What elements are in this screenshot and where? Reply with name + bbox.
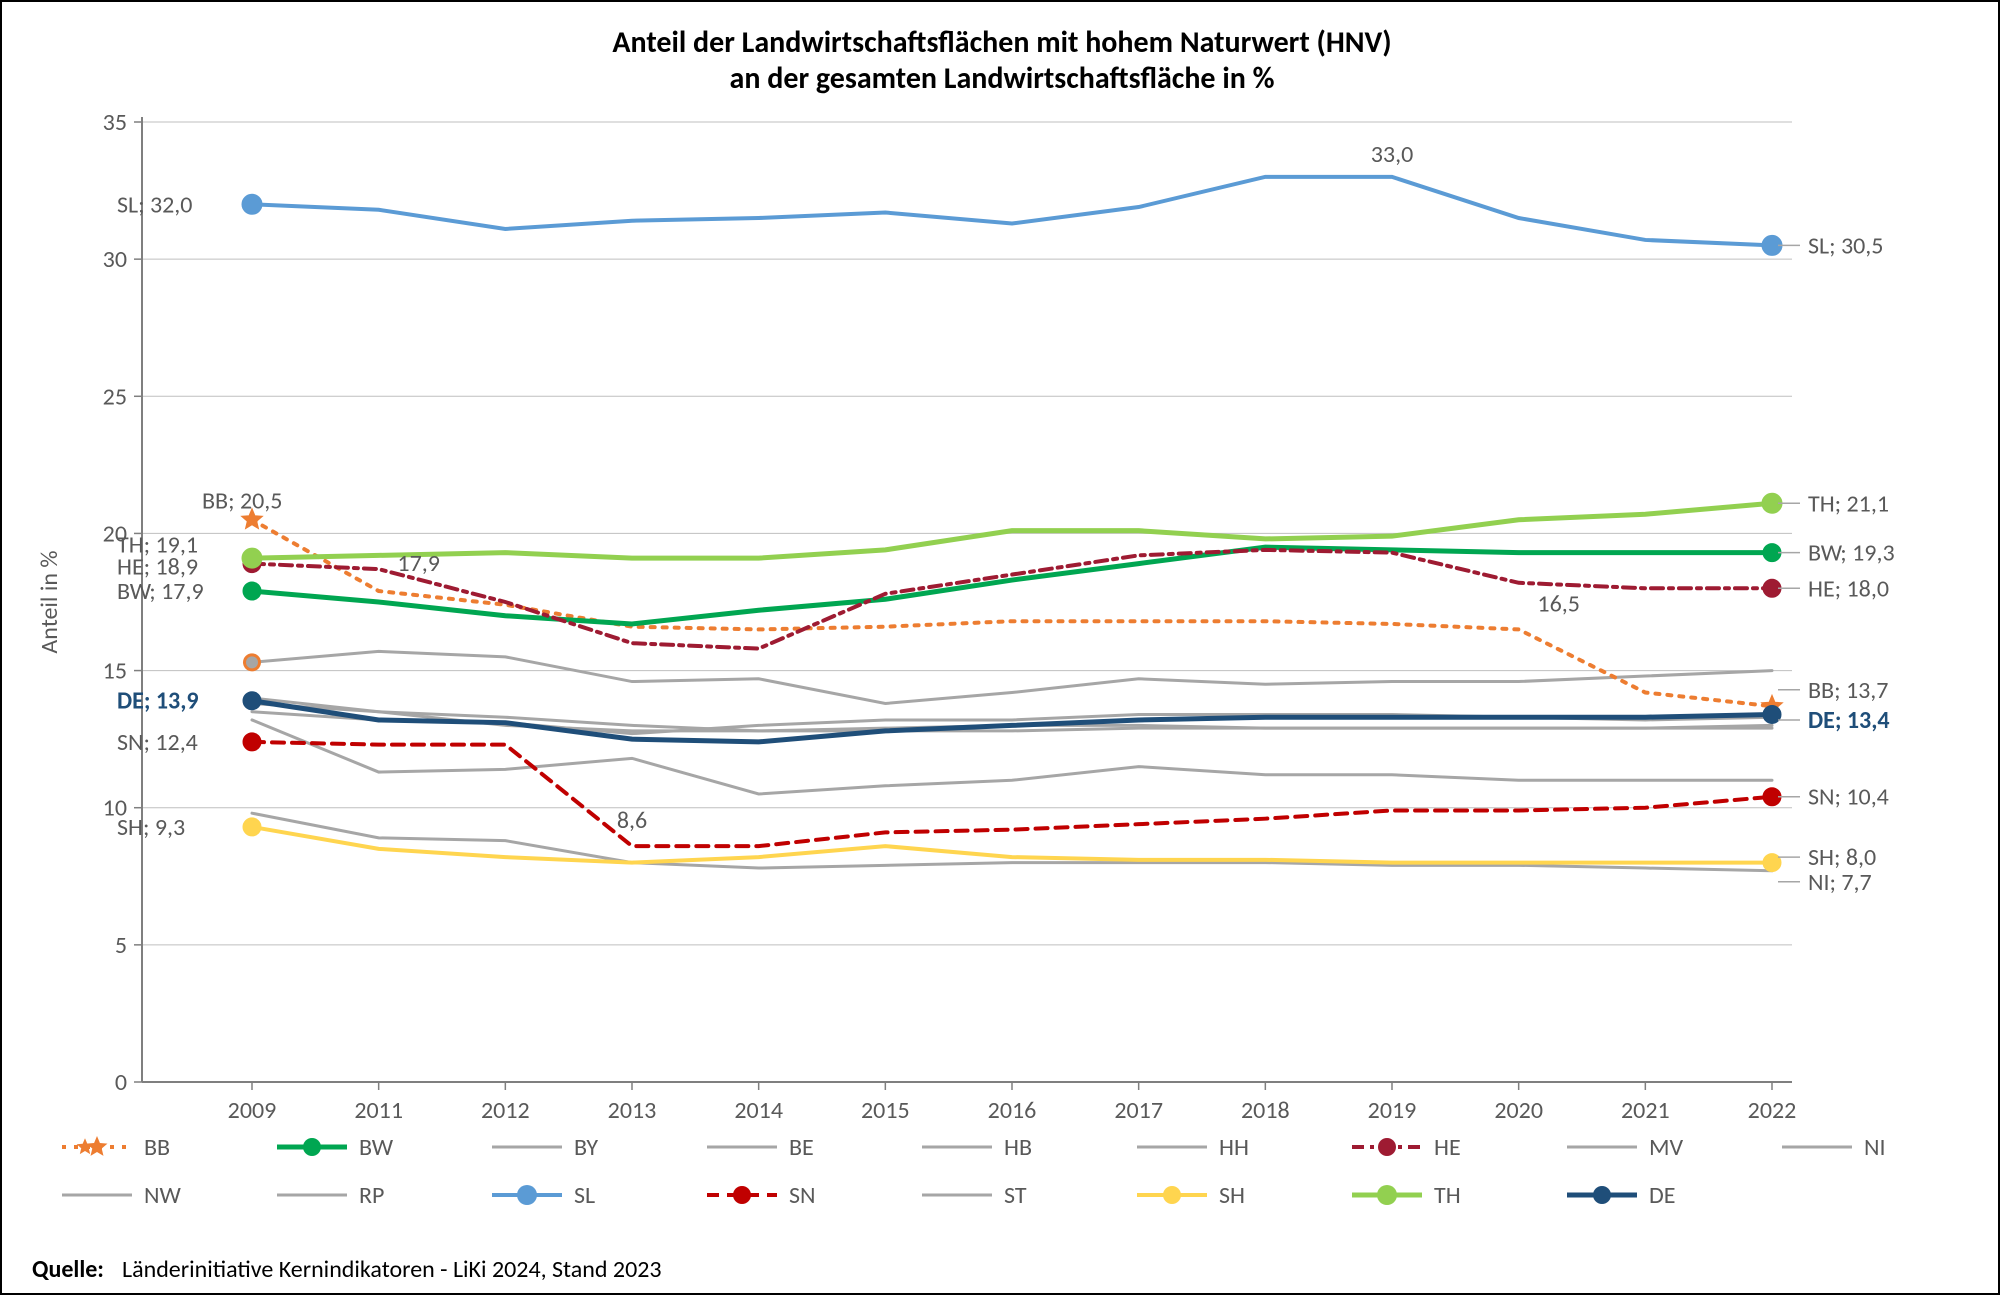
legend-label-HB: HB <box>1004 1133 1032 1162</box>
svg-text:2012: 2012 <box>481 1096 530 1125</box>
series-SL <box>252 177 1772 246</box>
svg-text:25: 25 <box>103 382 127 411</box>
value-label: 17,9 <box>397 549 439 578</box>
left-label-SN: SN; 12,4 <box>117 728 198 757</box>
legend-label-DE: DE <box>1649 1181 1675 1210</box>
svg-text:2009: 2009 <box>228 1096 277 1125</box>
svg-text:2015: 2015 <box>861 1096 910 1125</box>
right-label-TH: TH; 21,1 <box>1808 489 1889 518</box>
source-prefix: Quelle: <box>32 1255 104 1284</box>
chart-frame: 0510152025303520092011201220132014201520… <box>0 0 2000 1295</box>
right-label-SL: SL; 30,5 <box>1808 231 1883 260</box>
legend-label-BW: BW <box>359 1133 394 1162</box>
legend-label-NI: NI <box>1864 1133 1886 1162</box>
series-SH <box>252 827 1772 863</box>
svg-text:0: 0 <box>115 1068 127 1097</box>
right-label-DE: DE; 13,4 <box>1808 706 1890 735</box>
legend-label-MV: MV <box>1649 1133 1684 1162</box>
source-text: Länderinitiative Kernindikatoren - LiKi … <box>122 1255 662 1284</box>
legend-label-SN: SN <box>789 1181 816 1210</box>
left-label-BB: BB; 20,5 <box>202 487 282 516</box>
legend-label-HE: HE <box>1434 1133 1461 1162</box>
svg-text:30: 30 <box>103 245 127 274</box>
svg-text:35: 35 <box>103 108 127 137</box>
left-label-BW: BW; 17,9 <box>117 577 204 606</box>
legend-label-BB: BB <box>144 1133 170 1162</box>
left-label-SL: SL; 32,0 <box>117 190 192 219</box>
svg-text:2014: 2014 <box>734 1096 783 1125</box>
right-label-HE: HE; 18,0 <box>1808 574 1889 603</box>
svg-text:an der gesamten Landwirtschaft: an der gesamten Landwirtschaftsfläche in… <box>730 60 1275 97</box>
svg-text:2020: 2020 <box>1494 1096 1543 1125</box>
right-label-BW: BW; 19,3 <box>1808 539 1895 568</box>
legend-label-BY: BY <box>574 1133 598 1162</box>
right-label-SN: SN; 10,4 <box>1808 783 1889 812</box>
legend-label-BE: BE <box>789 1133 814 1162</box>
value-label: 33,0 <box>1371 140 1413 169</box>
legend-label-ST: ST <box>1004 1181 1027 1210</box>
left-label-DE: DE; 13,9 <box>117 687 199 716</box>
svg-text:Anteil in %: Anteil in % <box>35 550 64 653</box>
right-label-NI: NI; 7,7 <box>1808 868 1872 897</box>
chart-svg: 0510152025303520092011201220132014201520… <box>2 2 2000 1297</box>
svg-text:5: 5 <box>115 931 127 960</box>
svg-text:2016: 2016 <box>988 1096 1037 1125</box>
value-label: 16,5 <box>1537 589 1579 618</box>
svg-text:Anteil der Landwirtschaftsfläc: Anteil der Landwirtschaftsflächen mit ho… <box>612 24 1391 61</box>
legend-label-SH: SH <box>1219 1181 1245 1210</box>
legend-label-RP: RP <box>359 1181 384 1210</box>
svg-text:15: 15 <box>103 657 127 686</box>
svg-text:2018: 2018 <box>1241 1096 1290 1125</box>
svg-text:2022: 2022 <box>1748 1096 1797 1125</box>
series-SN <box>252 742 1772 846</box>
series-BY <box>252 651 1772 703</box>
svg-text:2011: 2011 <box>354 1096 403 1125</box>
value-label: 8,6 <box>617 806 647 835</box>
svg-text:2019: 2019 <box>1368 1096 1417 1125</box>
legend-label-HH: HH <box>1219 1133 1249 1162</box>
svg-text:2021: 2021 <box>1621 1096 1670 1125</box>
left-label-SH: SH; 9,3 <box>117 813 185 842</box>
legend-label-SL: SL <box>574 1181 595 1210</box>
svg-text:2013: 2013 <box>608 1096 657 1125</box>
series-TH <box>252 503 1772 558</box>
svg-text:2017: 2017 <box>1114 1096 1163 1125</box>
right-label-BB: BB; 13,7 <box>1808 676 1888 705</box>
legend-label-TH: TH <box>1434 1181 1461 1210</box>
legend-label-NW: NW <box>144 1181 181 1210</box>
